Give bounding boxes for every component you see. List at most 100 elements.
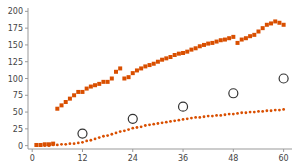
point xyxy=(236,112,239,115)
x-tick xyxy=(82,149,83,152)
point xyxy=(127,128,130,131)
point xyxy=(229,89,238,98)
series xyxy=(34,19,285,147)
point xyxy=(248,34,252,38)
point xyxy=(249,111,252,114)
x-tick xyxy=(132,149,133,152)
point xyxy=(269,21,273,25)
point xyxy=(78,129,87,138)
point xyxy=(227,36,231,40)
point xyxy=(43,142,47,146)
point xyxy=(173,53,177,57)
point xyxy=(55,107,59,111)
point xyxy=(51,142,55,146)
y-tick xyxy=(25,61,28,62)
point xyxy=(232,113,235,116)
point xyxy=(89,85,93,89)
point xyxy=(52,144,55,147)
point xyxy=(206,42,210,46)
point xyxy=(236,41,240,45)
y-tick-label: 75 xyxy=(13,91,23,100)
point xyxy=(253,111,256,114)
x-tick-label: 36 xyxy=(178,154,188,163)
point xyxy=(198,44,202,48)
y-tick-label: 150 xyxy=(8,41,23,50)
point xyxy=(231,35,235,39)
point xyxy=(177,119,180,122)
point xyxy=(68,97,72,101)
point xyxy=(135,68,139,72)
marks xyxy=(34,19,288,147)
y-tick-label: 100 xyxy=(8,75,23,84)
point xyxy=(165,121,168,124)
point xyxy=(215,114,218,117)
point xyxy=(123,129,126,132)
point xyxy=(245,111,248,114)
point xyxy=(210,41,214,45)
point xyxy=(81,141,84,144)
y-tick xyxy=(25,128,28,129)
point xyxy=(77,142,80,145)
point xyxy=(244,36,248,40)
point xyxy=(114,70,118,74)
point xyxy=(110,133,113,136)
point xyxy=(64,143,67,146)
point xyxy=(93,83,97,87)
point xyxy=(219,114,222,117)
point xyxy=(35,144,38,147)
point xyxy=(282,23,286,27)
y-tick xyxy=(25,112,28,113)
chart: 012243648600255075100125150175200 xyxy=(0,0,300,167)
point xyxy=(97,82,101,86)
point xyxy=(257,110,260,113)
x-tick xyxy=(32,149,33,152)
point xyxy=(131,71,135,75)
point xyxy=(156,60,160,64)
point xyxy=(85,140,88,143)
point xyxy=(148,63,152,67)
point xyxy=(224,113,227,116)
point xyxy=(261,110,264,113)
point xyxy=(94,138,97,141)
point xyxy=(128,114,137,123)
point xyxy=(164,56,168,60)
point xyxy=(110,77,114,81)
point xyxy=(223,38,227,42)
point xyxy=(168,55,172,59)
y-tick xyxy=(25,44,28,45)
point xyxy=(261,26,265,30)
point xyxy=(119,130,122,133)
point xyxy=(73,142,76,145)
point xyxy=(101,80,105,84)
x-tick xyxy=(233,149,234,152)
y-tick xyxy=(25,145,28,146)
point xyxy=(169,120,172,123)
point xyxy=(265,23,269,27)
y-tick-label: 125 xyxy=(8,58,23,67)
point xyxy=(207,115,210,118)
x-tick-label: 60 xyxy=(279,154,289,163)
point xyxy=(273,19,277,23)
point xyxy=(203,115,206,118)
point xyxy=(282,108,285,111)
point xyxy=(152,123,155,126)
point xyxy=(48,144,51,147)
point xyxy=(177,52,181,56)
point xyxy=(64,100,68,104)
y-tick-label: 200 xyxy=(8,7,23,16)
point xyxy=(39,144,42,147)
point xyxy=(160,58,164,62)
point xyxy=(80,90,84,94)
point xyxy=(136,126,139,129)
point xyxy=(240,111,243,114)
point xyxy=(215,40,219,44)
point xyxy=(182,118,185,121)
point xyxy=(270,109,273,112)
x-tick xyxy=(283,149,284,152)
point xyxy=(194,46,198,50)
point xyxy=(139,66,143,70)
point xyxy=(60,143,63,146)
y-tick xyxy=(25,11,28,12)
point xyxy=(278,109,281,112)
x-tick xyxy=(183,149,184,152)
